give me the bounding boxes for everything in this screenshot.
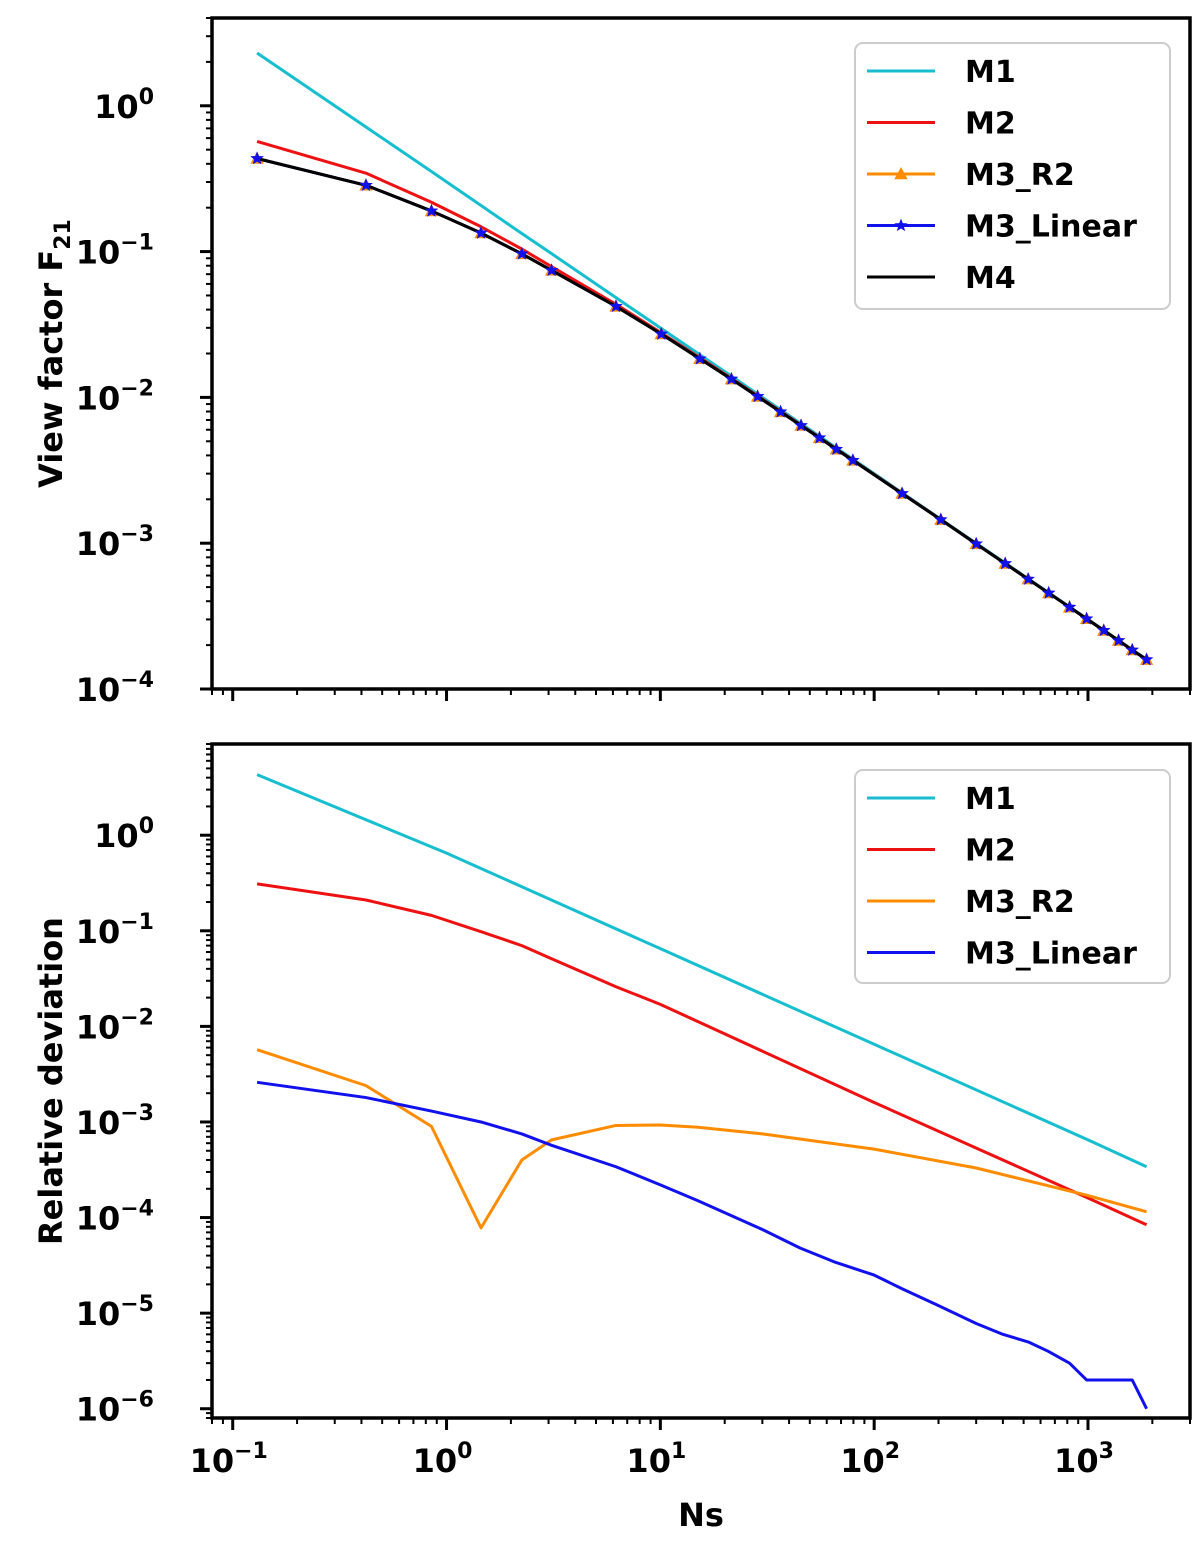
bottom-panel-relative-deviation: 10−1 100 101 102 103 100 10−1 10−2 10−3 10−4 10−5 1… — [32, 742, 1192, 1534]
point-m3-linear — [250, 151, 264, 165]
legend-label: M3_Linear — [965, 210, 1137, 245]
y-tick-label: 10−1 — [76, 231, 154, 272]
y-tick-label: 10−2 — [76, 1005, 154, 1046]
point-m3-linear — [969, 536, 983, 550]
point-m3-linear — [895, 486, 909, 500]
legend-label: M1 — [965, 55, 1016, 90]
point-m3-linear — [934, 512, 948, 526]
legend-label: M2 — [965, 834, 1016, 869]
point-m3-linear — [1021, 572, 1035, 585]
point-m3-linear — [693, 351, 707, 365]
y-tick-label: 10−3 — [76, 1101, 154, 1142]
x-tick-label: 101 — [626, 1439, 686, 1480]
legend-box — [854, 769, 1171, 984]
point-m3-linear — [846, 453, 860, 467]
point-m3-linear — [544, 263, 559, 277]
point-m3-linear — [773, 404, 788, 418]
series-line-m3-r2 — [256, 1048, 1148, 1230]
legend-label: M3_R2 — [965, 885, 1075, 920]
y-tick-label: 100 — [94, 814, 154, 855]
x-tick-label: 103 — [1054, 1439, 1114, 1480]
point-m3-linear — [794, 418, 808, 432]
y-tick-label: 10−5 — [76, 1292, 154, 1333]
point-m3-linear — [1079, 611, 1094, 625]
series-line-m1 — [256, 773, 1148, 1169]
point-m3-linear — [724, 372, 739, 385]
point-m3-linear — [750, 389, 765, 403]
point-m3-linear — [515, 246, 529, 260]
point-m3-linear — [1139, 652, 1154, 666]
y-tick-label: 10−4 — [76, 668, 154, 709]
point-m3-linear — [609, 299, 623, 313]
legend-marker — [894, 218, 908, 232]
point-m3-linear — [359, 178, 373, 191]
x-tick-label: 102 — [840, 1439, 900, 1480]
plot-area — [250, 51, 1154, 666]
series-line-m4-overlay — [256, 157, 1148, 661]
y-tick-label: 100 — [94, 85, 154, 126]
top-panel-view-factor: 100 10−1 10−2 10−3 10−4 View factor F21 M1 M2 M3… — [32, 16, 1192, 709]
legend-label: M3_R2 — [965, 158, 1075, 193]
point-m3-linear — [1062, 600, 1077, 613]
y-tick-label: 10−2 — [76, 376, 154, 417]
legend-label: M1 — [965, 782, 1016, 817]
point-m3-linear — [998, 556, 1012, 570]
y-tick-label: 10−3 — [76, 522, 154, 563]
legend-label: M2 — [965, 107, 1016, 142]
point-m3-linear — [1042, 586, 1056, 599]
point-m3-linear — [1111, 633, 1126, 647]
legend-marker — [894, 167, 908, 180]
x-tick-label: 100 — [413, 1439, 473, 1480]
point-m3-linear — [1097, 623, 1111, 637]
point-m3-linear — [812, 430, 827, 444]
plot-area — [256, 773, 1148, 1410]
x-tick-label: 10−1 — [190, 1439, 268, 1480]
legend-label: M4 — [965, 261, 1016, 296]
legend: M1 M2 M3_R2 M3_Linear — [854, 769, 1171, 984]
y-axis-label: View factor F21 — [32, 219, 76, 488]
y-tick-label: 10−1 — [76, 910, 154, 951]
point-m3-linear — [654, 327, 668, 340]
point-m3-linear — [1125, 643, 1139, 656]
y-axis-label: Relative deviation — [32, 917, 70, 1245]
y-tick-label: 10−6 — [76, 1388, 154, 1429]
legend-label: M3_Linear — [965, 937, 1137, 972]
series-line-m2 — [256, 882, 1148, 1227]
axes-frame — [210, 742, 1192, 1420]
x-axis-label: Ns — [678, 1496, 724, 1534]
legend-box — [854, 42, 1171, 310]
point-m3-linear — [474, 226, 488, 239]
point-m3-linear — [424, 203, 439, 217]
y-tick-label: 10−4 — [76, 1197, 154, 1238]
point-m3-linear — [829, 442, 843, 455]
legend: M1 M2 M3_R2 M3_Linear M4 — [854, 42, 1171, 310]
series-line-m3-linear — [256, 1080, 1148, 1410]
